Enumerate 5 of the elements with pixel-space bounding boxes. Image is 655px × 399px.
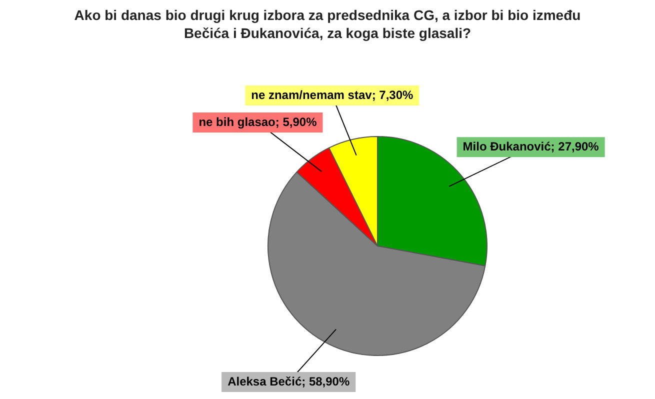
- slice-label: Aleksa Bečić; 58,90%: [228, 374, 350, 388]
- slice-label: ne znam/nemam stav; 7,30%: [251, 88, 414, 102]
- slice-label: Milo Đukanović; 27,90%: [462, 139, 600, 154]
- slice-label: ne bih glasao; 5,90%: [198, 114, 318, 129]
- chart-title: Ako bi danas bio drugi krug izbora za predsednika CG, a izbor bi bio između Bečića i Đukanovića, za koga biste glasali?: [73, 6, 582, 43]
